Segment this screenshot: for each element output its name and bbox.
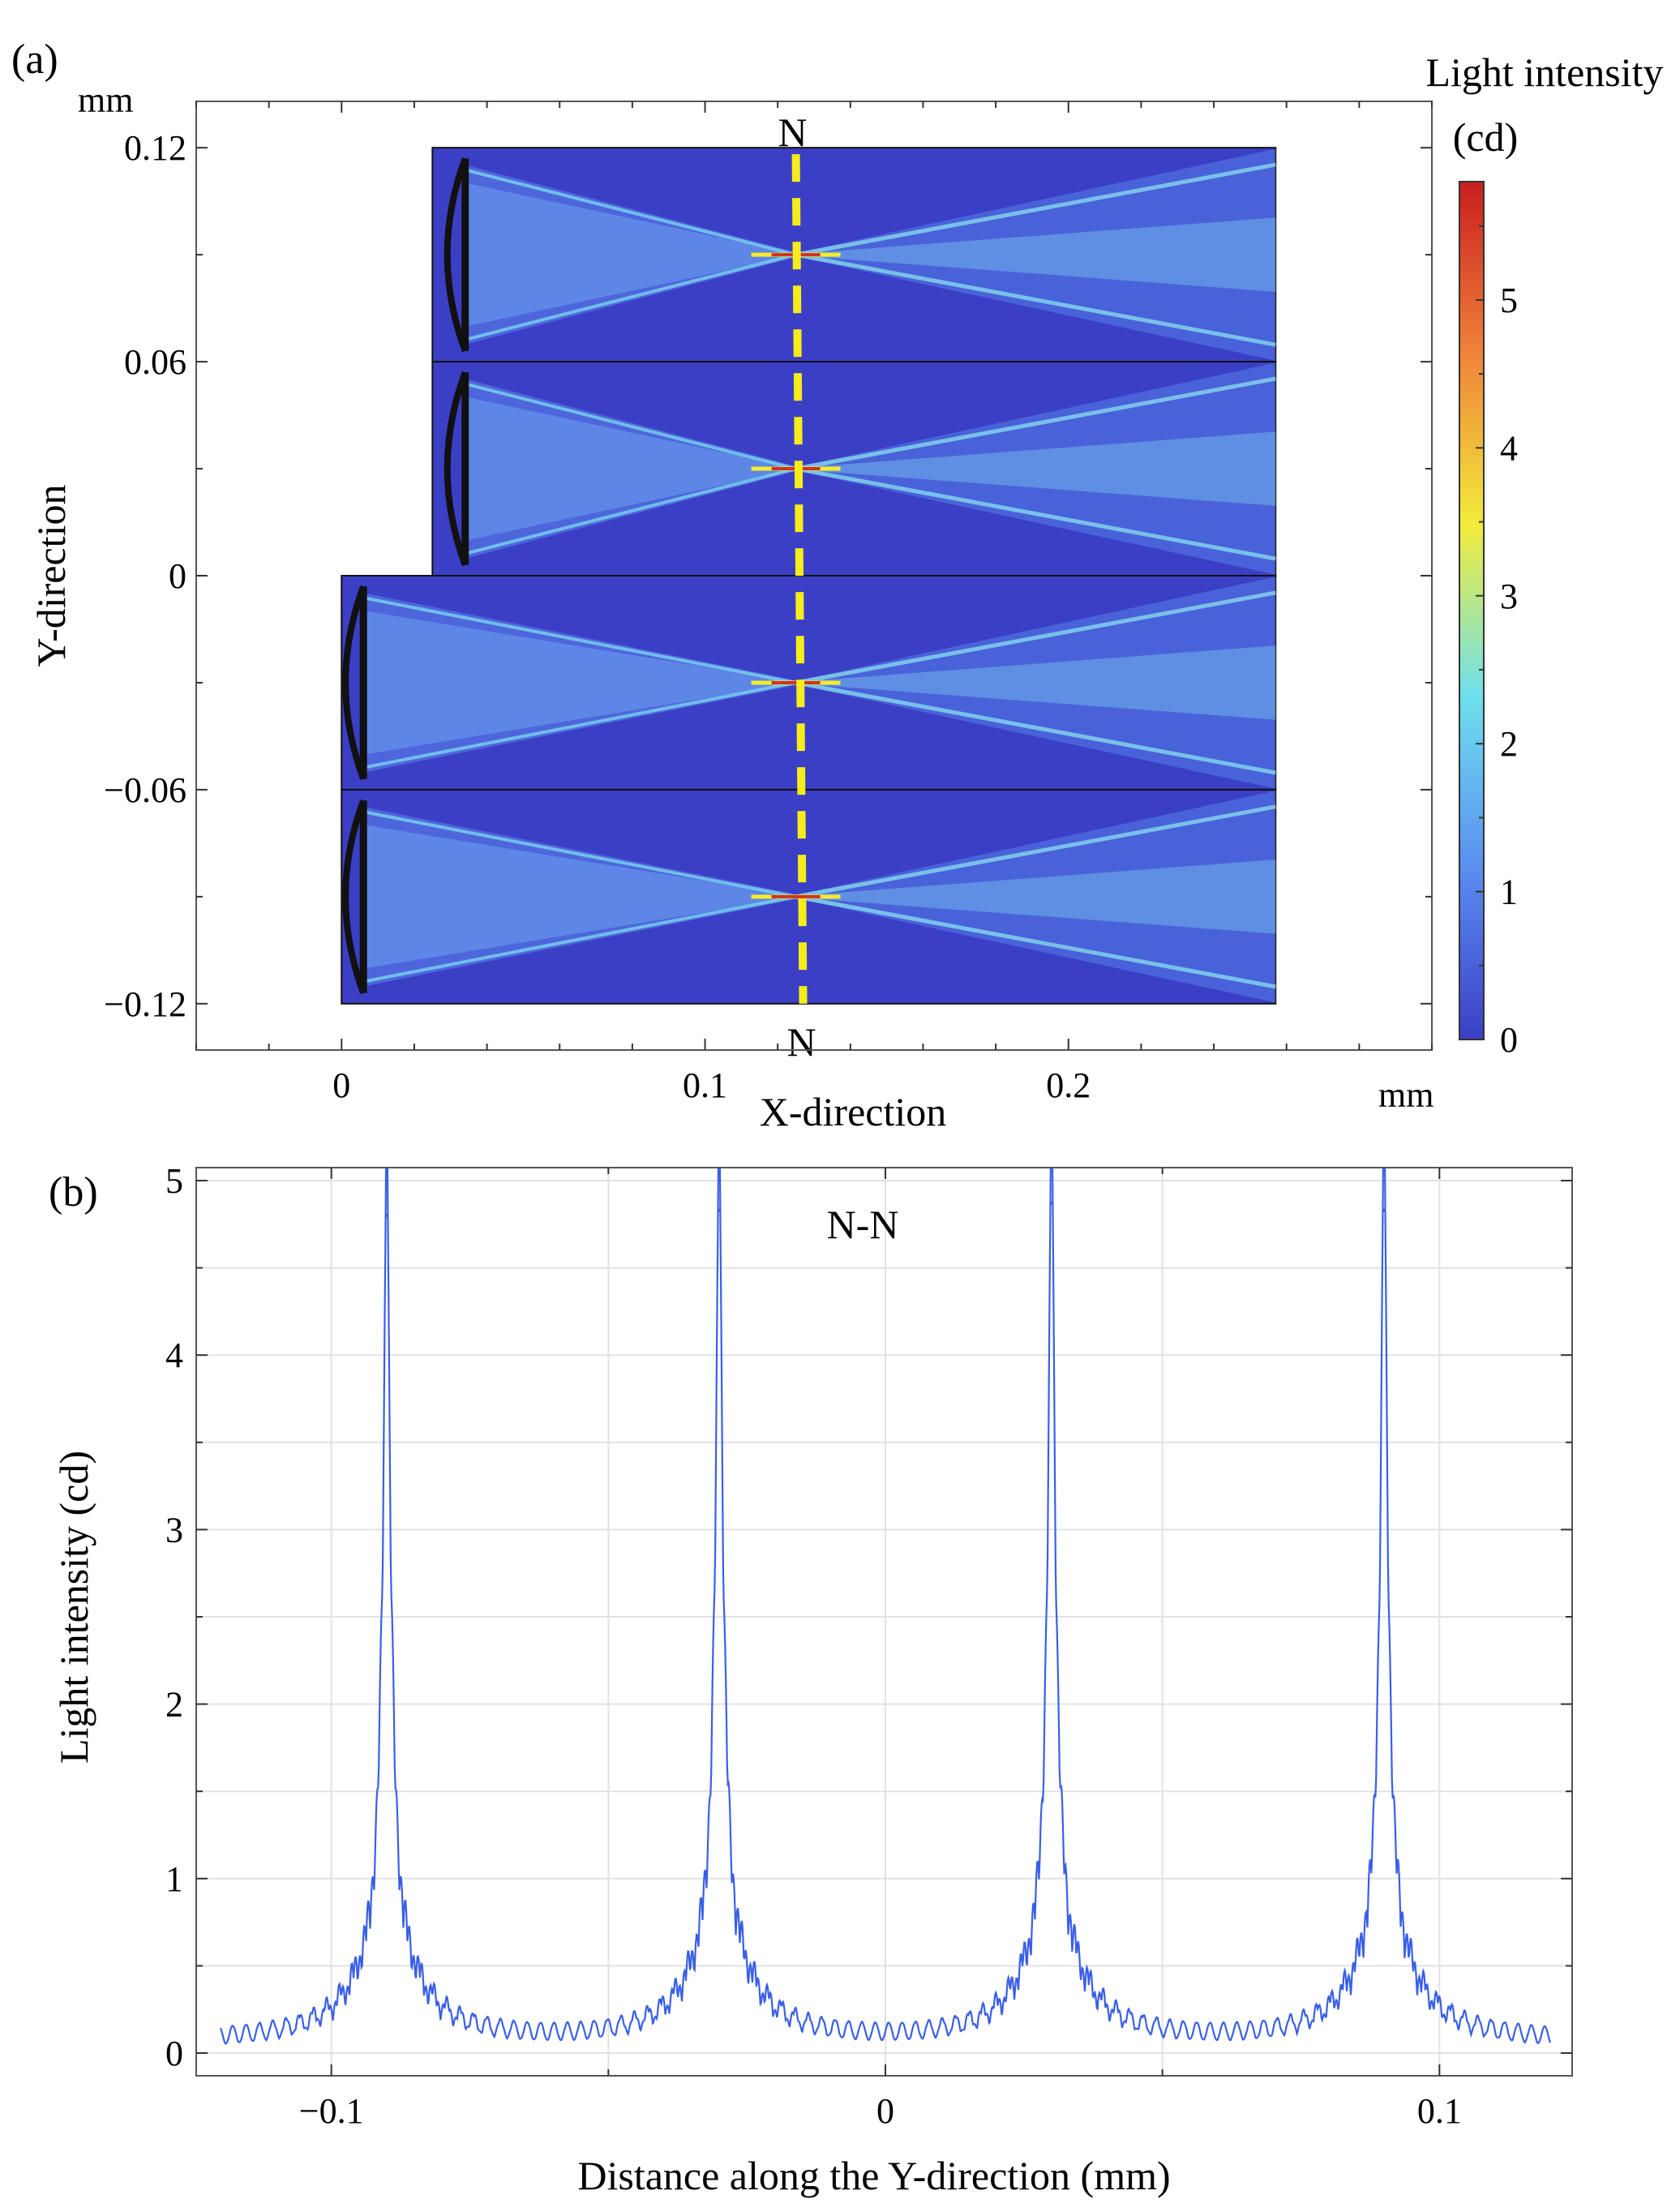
beam-out-bottom-1: [795, 252, 1276, 347]
beam-out-2: [795, 362, 1276, 575]
section-line-n-n: [791, 154, 808, 1004]
beam-out-bottom-3: [795, 680, 1276, 775]
panel-a-x-unit: mm: [1378, 1075, 1433, 1115]
colorbar-tick-label: 5: [1500, 281, 1518, 320]
lens-curve-1: [444, 156, 469, 353]
lens-curve-2: [444, 371, 469, 567]
heatmap-y-tick-label: 0.06: [124, 342, 186, 382]
heatmap-x-title: X-direction: [760, 1089, 946, 1134]
panel-a-y-unit: mm: [78, 80, 133, 120]
line-y-tick-label: 3: [165, 1510, 183, 1550]
beam-out-core-2: [795, 431, 1276, 506]
beam-edge-top-4: [362, 810, 796, 898]
line-chart-title: N-N: [827, 1202, 899, 1247]
colorbar-tick-label: 3: [1500, 577, 1518, 616]
line-y-tick-label: 5: [165, 1161, 183, 1201]
peak-point-3: [1050, 1201, 1053, 1205]
line-x-title: Distance along the Y-direction (mm): [577, 2153, 1170, 2198]
line-y-tick-label: 1: [165, 1859, 183, 1899]
line-plot-frame: [195, 1167, 1573, 2077]
beam-out-core-4: [795, 860, 1276, 934]
beam-in-core-2: [465, 397, 796, 541]
beam-edge-top-1: [465, 168, 797, 257]
intensity-series-line: [219, 1168, 1552, 2045]
heatmap-x-tick-label: 0.1: [683, 1065, 727, 1105]
panel-a-label: (a): [11, 36, 58, 83]
beam-edge-top-2: [465, 382, 797, 470]
heatmap-y-tick-label: 0: [169, 556, 186, 596]
line-x-tick-label: 0: [876, 2091, 894, 2131]
peak-point-4: [1382, 1208, 1386, 1212]
line-x-tick-label: 0.1: [1417, 2091, 1462, 2131]
beam-out-3: [795, 577, 1276, 789]
beam-out-top-3: [795, 590, 1276, 685]
beam-out-4: [795, 791, 1276, 1003]
panel-b: (b) 0 1 2 3 4 5 −0.1 0 0.1 N-N Distance along t…: [49, 1161, 1573, 2198]
colorbar-title-line1: Light intensity: [1425, 49, 1663, 95]
beam-out-top-2: [795, 376, 1276, 471]
heatmap-y-tick-label: −0.12: [104, 984, 186, 1024]
panel-b-label: (b): [49, 1169, 98, 1215]
panel-a: (a) mm mm N N 0.12 0.06 0 −0.06 −0.12 0 0.1 0.2…: [11, 36, 1664, 1134]
lens-curve-4: [342, 799, 366, 995]
peak-point-1: [385, 1214, 388, 1218]
line-y-title: Light intensity (cd): [51, 1451, 96, 1764]
colorbar-tick-label: 2: [1500, 724, 1518, 764]
heatmap-x-tick-label: 0.2: [1046, 1065, 1091, 1105]
beam-in-core-1: [465, 182, 796, 327]
colorbar-tick-label: 4: [1500, 428, 1518, 468]
line-x-tick-label: −0.1: [299, 2091, 364, 2131]
section-label-bottom: N: [786, 1019, 816, 1065]
line-y-tick-label: 4: [165, 1335, 183, 1375]
colorbar: [1459, 181, 1485, 1040]
beam-out-bottom-4: [795, 894, 1276, 989]
beam-edge-bottom-2: [465, 467, 797, 555]
beam-edge-top-3: [362, 596, 796, 684]
heatmap-plot-area: [341, 147, 1277, 1005]
beam-edge-bottom-4: [362, 894, 796, 984]
heatmap-y-title: Y-direction: [28, 485, 74, 667]
beam-out-bottom-2: [795, 466, 1276, 561]
colorbar-tick-label: 1: [1500, 872, 1518, 912]
line-y-tick-label: 2: [165, 1685, 183, 1725]
peak-point-2: [718, 1208, 721, 1212]
lens-curve-3: [342, 585, 366, 781]
beam-out-top-1: [795, 162, 1276, 257]
heatmap-y-tick-label: −0.06: [104, 770, 186, 810]
beam-in-core-4: [363, 825, 796, 969]
section-label-top: N: [778, 109, 808, 155]
beam-out-core-3: [795, 645, 1276, 720]
heatmap-y-tick-label: 0.12: [124, 128, 186, 168]
beam-edge-bottom-3: [362, 680, 796, 769]
colorbar-title-line2: (cd): [1453, 114, 1519, 160]
heatmap-x-tick-label: 0: [332, 1065, 350, 1105]
colorbar-tick-label: 0: [1500, 1020, 1518, 1060]
beam-out-top-4: [795, 804, 1276, 899]
beam-out-core-1: [795, 217, 1276, 292]
beam-in-core-3: [363, 611, 796, 755]
beam-out-1: [795, 148, 1276, 361]
beam-edge-bottom-1: [465, 253, 797, 341]
line-y-tick-label: 0: [165, 2034, 183, 2073]
